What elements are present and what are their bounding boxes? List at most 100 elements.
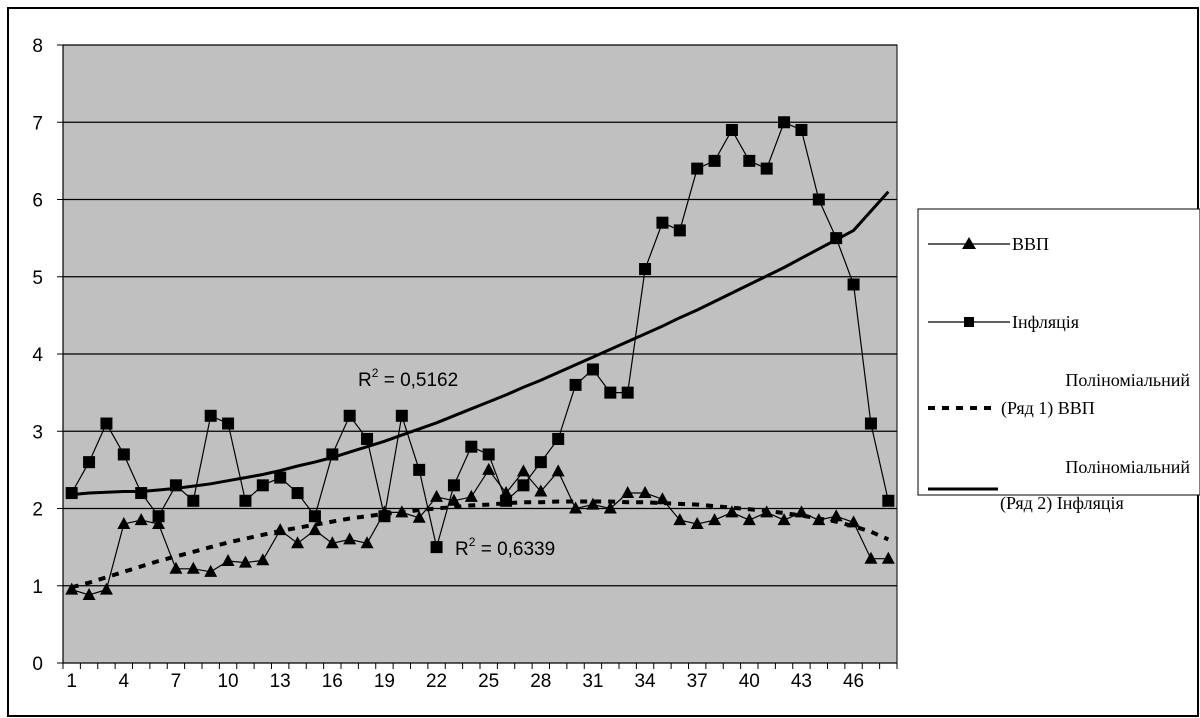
marker-inflation — [656, 216, 669, 229]
y-tick-label: 2 — [32, 500, 43, 521]
marker-gdp — [551, 464, 565, 477]
y-tick-label: 8 — [32, 36, 43, 57]
marker-inflation — [222, 417, 235, 430]
marker-inflation — [65, 487, 78, 500]
marker-gdp — [204, 564, 218, 577]
marker-inflation — [673, 224, 686, 237]
legend-label-inflation-trend-line1: Поліноміальний — [1065, 457, 1190, 477]
y-tick-label: 6 — [32, 191, 43, 212]
marker-gdp — [117, 516, 131, 529]
marker-inflation — [743, 154, 756, 167]
marker-gdp — [864, 551, 878, 564]
y-tick-label: 7 — [32, 113, 43, 134]
x-tick-label: 28 — [530, 671, 551, 692]
marker-inflation — [152, 510, 165, 523]
marker-gdp — [586, 497, 600, 510]
legend-label-inflation: Інфляція — [1012, 312, 1079, 332]
legend-label-inflation-trend-line2: (Ряд 2) Інфляція — [1000, 493, 1124, 514]
marker-inflation — [569, 378, 582, 391]
marker-gdp — [812, 513, 826, 526]
marker-inflation — [187, 494, 200, 507]
marker-gdp — [395, 505, 409, 518]
marker-gdp — [82, 588, 96, 601]
legend-entry-gdp: ВВП — [928, 234, 1049, 254]
legend-label-gdp-trend-line2: (Ряд 1) ВВП — [1001, 398, 1095, 419]
legend-box — [917, 208, 1200, 496]
legend-square-marker — [964, 317, 974, 327]
marker-inflation — [778, 116, 791, 129]
marker-gdp — [430, 489, 444, 502]
marker-gdp — [308, 523, 322, 536]
marker-gdp — [325, 536, 339, 549]
marker-gdp — [134, 513, 148, 526]
marker-gdp — [847, 515, 861, 528]
marker-inflation — [100, 417, 113, 430]
marker-inflation — [760, 162, 773, 175]
marker-gdp — [829, 509, 843, 522]
marker-inflation — [430, 541, 443, 554]
x-tick-label: 19 — [374, 671, 395, 692]
x-tick-label: 46 — [843, 671, 864, 692]
y-tick-label: 1 — [32, 577, 43, 598]
marker-gdp — [464, 489, 478, 502]
y-tick-label: 5 — [32, 268, 43, 289]
trendlines — [71, 190, 890, 590]
x-tick-label: 13 — [270, 671, 291, 692]
legend-triangle-marker — [962, 237, 976, 249]
legend: ВВП Інфляція Поліноміальний (Ряд 1) ВВП … — [917, 208, 1200, 514]
marker-gdp — [534, 484, 548, 497]
marker-gdp — [256, 553, 270, 566]
marker-inflation — [604, 386, 617, 399]
marker-gdp — [603, 501, 617, 514]
y-tick-label: 4 — [32, 345, 43, 366]
marker-gdp — [152, 516, 166, 529]
marker-gdp — [760, 505, 774, 518]
legend-label-gdp-trend-line1: Поліноміальний — [1065, 370, 1190, 390]
marker-inflation — [83, 456, 96, 469]
marker-gdp — [169, 561, 183, 574]
marker-inflation — [291, 487, 304, 500]
x-tick-label: 16 — [322, 671, 343, 692]
x-tick-label: 40 — [739, 671, 760, 692]
x-tick-label: 43 — [791, 671, 812, 692]
legend-entry-inflation-trend: Поліноміальний (Ряд 2) Інфляція — [928, 457, 1190, 514]
marker-gdp — [777, 513, 791, 526]
marker-gdp — [742, 513, 756, 526]
marker-gdp — [238, 555, 252, 568]
x-tick-label: 4 — [119, 671, 130, 692]
x-tick-label: 10 — [217, 671, 238, 692]
marker-inflation — [586, 363, 599, 376]
marker-inflation — [169, 479, 182, 492]
marker-gdp — [516, 464, 530, 477]
marker-gdp — [221, 554, 235, 567]
marker-inflation — [882, 494, 895, 507]
marker-inflation — [378, 510, 391, 523]
marker-inflation — [795, 123, 808, 136]
x-tick-label: 37 — [687, 671, 708, 692]
marker-gdp — [638, 486, 652, 499]
marker-inflation — [830, 232, 843, 245]
x-tick-label: 25 — [478, 671, 499, 692]
marker-gdp — [725, 505, 739, 518]
marker-inflation — [326, 448, 339, 461]
marker-gdp — [291, 536, 305, 549]
r-squared-labels: R2 = 0,6339 R2 = 0,5162 — [358, 366, 555, 560]
marker-gdp — [621, 486, 635, 499]
marker-inflation — [691, 162, 704, 175]
marker-inflation — [639, 263, 652, 276]
marker-gdp — [99, 582, 113, 595]
marker-inflation — [500, 494, 513, 507]
marker-gdp — [186, 561, 200, 574]
marker-inflation — [343, 409, 356, 422]
marker-inflation — [239, 494, 252, 507]
x-tick-label: 22 — [426, 671, 447, 692]
legend-entry-gdp-trend: Поліноміальний (Ряд 1) ВВП — [928, 370, 1190, 419]
marker-gdp — [569, 501, 583, 514]
marker-inflation — [847, 278, 860, 291]
x-tick-label: 1 — [66, 671, 77, 692]
marker-gdp — [690, 516, 704, 529]
marker-inflation — [135, 487, 148, 500]
marker-inflation — [725, 123, 738, 136]
trendline-gdp — [71, 499, 890, 590]
marker-inflation — [465, 440, 478, 453]
